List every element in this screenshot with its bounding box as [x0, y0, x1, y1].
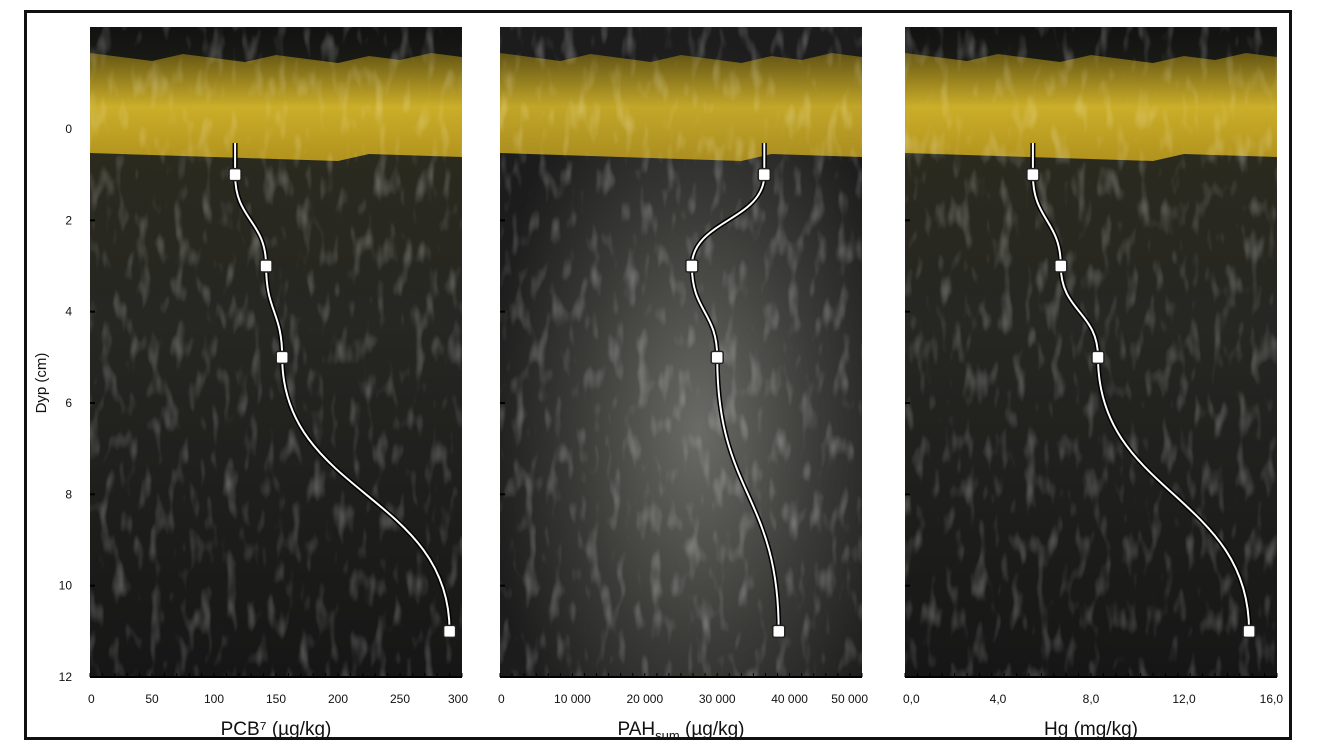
x-axis-title: PCB⁷ (µg/kg) [221, 719, 332, 740]
x-tick-label: 10 000 [554, 692, 591, 706]
sediment-surface-texture [500, 53, 862, 161]
data-point [259, 259, 273, 273]
data-point [771, 624, 786, 639]
y-tick-label: 0 [65, 122, 72, 136]
x-tick-label: 50 [145, 692, 159, 706]
x-tick-label: 50 000 [831, 692, 868, 706]
data-point [1091, 350, 1105, 365]
x-tick-label: 100 [204, 692, 224, 706]
y-axis: 0 2 4 6 8 10 12 Dyp (cm) [33, 122, 72, 684]
data-point [1054, 259, 1068, 273]
series-line [1031, 143, 1251, 632]
data-point [442, 624, 457, 639]
data-point [685, 259, 699, 273]
x-axis-title-subscript: sum [655, 728, 680, 743]
data-point [757, 167, 772, 182]
x-tick-label: 30 000 [699, 692, 736, 706]
x-tick-label: 4,0 [990, 692, 1007, 706]
x-tick-label: 12,0 [1172, 692, 1196, 706]
x-axis-title-unit: (µg/kg) [680, 719, 745, 740]
x-axis-title-main: PAH [617, 719, 655, 740]
series-line [690, 143, 780, 632]
x-axis-title: Hg (mg/kg) [1044, 719, 1138, 740]
x-tick-label: 300 [448, 692, 468, 706]
x-tick-label: 0 [498, 692, 505, 706]
sediment-surface-texture [905, 53, 1277, 161]
panel-pcb: 0 50 100 150 200 250 300 PCB⁷ (µg/kg) [88, 27, 468, 740]
data-point [275, 350, 289, 365]
data-point [710, 350, 724, 365]
x-tick-label: 250 [390, 692, 410, 706]
x-tick-label: 8,0 [1083, 692, 1100, 706]
data-point [1242, 624, 1256, 639]
panel-hg: 0,0 4,0 8,0 12,0 16,0 Hg (mg/kg) [903, 27, 1283, 740]
data-point [228, 167, 242, 182]
y-tick-label: 10 [59, 579, 73, 593]
y-tick-label: 12 [59, 670, 73, 684]
x-axis-title: PAHsum (µg/kg) [617, 719, 744, 743]
y-tick-label: 4 [65, 305, 72, 319]
x-tick-label: 40 000 [771, 692, 808, 706]
x-tick-label: 0 [88, 692, 95, 706]
x-tick-label: 16,0 [1260, 692, 1284, 706]
x-tick-label: 20 000 [626, 692, 663, 706]
y-tick-label: 6 [65, 396, 72, 410]
y-tick-label: 8 [65, 487, 72, 501]
series-line [234, 143, 451, 632]
x-tick-label: 200 [328, 692, 348, 706]
sediment-surface-texture [90, 53, 462, 161]
data-point [1026, 167, 1040, 182]
y-tick-label: 2 [65, 213, 72, 227]
x-tick-label: 0,0 [903, 692, 920, 706]
x-tick-label: 150 [266, 692, 286, 706]
y-axis-title: Dyp (cm) [33, 353, 50, 414]
panel-pah: 0 10 000 20 000 30 000 40 000 50 000 PAHsum (µ… [498, 27, 868, 743]
